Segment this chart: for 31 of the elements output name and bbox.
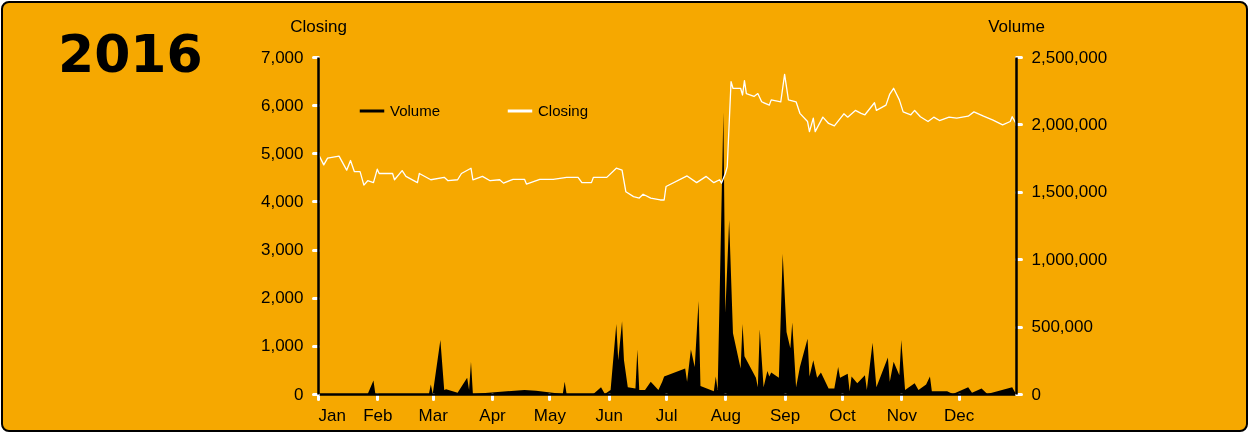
- y2-tick-label: 500,000: [1031, 317, 1093, 337]
- y-tick-label: 1,000: [260, 336, 304, 356]
- y-tick-label: 5,000: [260, 143, 304, 163]
- y-tick-label: 4,000: [260, 191, 304, 211]
- chart-title: 2016: [58, 23, 203, 86]
- x-tick-label: Mar: [418, 405, 449, 425]
- x-tick-label: Apr: [479, 405, 507, 425]
- x-tick-label: Sep: [769, 405, 801, 425]
- y2-tick-label: 2,500,000: [1031, 47, 1108, 67]
- x-tick-label: May: [533, 405, 567, 425]
- y-tick-label: 3,000: [260, 240, 304, 260]
- x-tick-label: Nov: [886, 405, 918, 425]
- y-tick-label: 2,000: [260, 288, 304, 308]
- y2-tick-label: 1,000,000: [1031, 249, 1108, 269]
- x-tick-label: Aug: [710, 405, 741, 425]
- y-tick-label: 0: [294, 384, 304, 404]
- x-tick-label: Feb: [363, 405, 393, 425]
- x-tick-label: Jun: [595, 405, 623, 425]
- y2-tick-label: 2,000,000: [1031, 114, 1108, 134]
- y2-tick-label: 0: [1031, 384, 1041, 404]
- y-tick-label: 7,000: [260, 47, 304, 67]
- y2-axis-title: Volume: [988, 16, 1045, 36]
- x-tick-label: Oct: [829, 405, 856, 425]
- y-axis-title: Closing: [290, 16, 347, 36]
- x-tick-label: Jan: [318, 405, 346, 425]
- legend-label: Volume: [390, 102, 441, 119]
- x-tick-label: Jul: [655, 405, 678, 425]
- y2-tick-label: 1,500,000: [1031, 182, 1108, 202]
- y-tick-label: 6,000: [260, 95, 304, 115]
- legend-label: Closing: [538, 102, 589, 119]
- x-tick-label: Dec: [944, 405, 975, 425]
